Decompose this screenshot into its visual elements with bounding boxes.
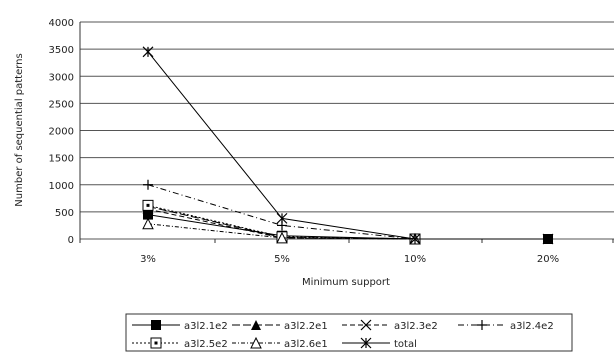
x-tick-label: 10%	[404, 254, 426, 265]
y-tick-label: 1500	[49, 154, 74, 165]
data-point-6-1	[276, 212, 288, 224]
legend-item-4: a3l2.5e2	[132, 337, 228, 350]
y-tick-label: 3000	[49, 72, 74, 83]
legend-marker-3	[477, 320, 487, 330]
legend-label: a3l2.3e2	[394, 321, 438, 332]
legend-item-0: a3l2.1e2	[132, 320, 228, 332]
legend-marker-0	[151, 320, 161, 330]
y-tick-label: 500	[55, 208, 74, 219]
legend-label: a3l2.4e2	[510, 321, 554, 332]
y-tick-label: 3500	[49, 45, 74, 56]
legend: a3l2.1e2 a3l2.2e1 a3l2.3e2 a3l2.4e2 a3l2.5e2…	[125, 313, 573, 352]
y-tick-label: 2500	[49, 99, 74, 110]
series-line-3	[147, 184, 483, 240]
y-tick-label: 1000	[49, 181, 74, 192]
data-point-6-2	[409, 233, 421, 245]
legend-label: total	[394, 339, 417, 350]
y-tick-label: 2000	[49, 127, 74, 138]
legend-item-6: total	[342, 337, 417, 350]
x-tick-label: 3%	[140, 254, 156, 265]
series-line-6	[147, 51, 548, 240]
legend-item-3: a3l2.4e2	[458, 320, 554, 332]
y-tick-label: 0	[68, 235, 74, 246]
series-line-0	[147, 214, 548, 240]
legend-label: a3l2.6e1	[284, 339, 328, 350]
plot-area: 0 500 1000 1500 2000 2500 3000 3500 4000 3% 5% 10% 2…	[49, 18, 614, 265]
y-tick-label: 4000	[49, 18, 74, 29]
data-point-6-3	[542, 233, 554, 245]
legend-item-5: a3l2.6e1	[232, 336, 328, 350]
data-point-3-0	[143, 179, 153, 190]
legend-item-2: a3l2.3e2	[342, 319, 438, 332]
x-tick-label: 20%	[537, 254, 559, 265]
legend-marker-2	[360, 319, 372, 331]
legend-item-1: a3l2.2e1	[232, 320, 328, 332]
legend-label: a3l2.2e1	[284, 321, 328, 332]
data-point-5-1	[276, 231, 288, 244]
x-tick-label: 5%	[274, 254, 290, 265]
legend-label: a3l2.5e2	[184, 339, 228, 350]
legend-marker-4	[150, 337, 162, 349]
data-point-5-0	[142, 217, 154, 230]
x-axis-label: Minimum support	[302, 277, 390, 288]
data-point-6-0	[142, 46, 154, 58]
legend-marker-5	[250, 336, 262, 349]
y-axis-label: Number of sequential patterns	[14, 53, 25, 206]
series-line-5	[147, 223, 483, 240]
legend-marker-6	[360, 337, 372, 349]
legend-marker-1	[251, 320, 261, 330]
legend-label: a3l2.1e2	[184, 321, 228, 332]
data-point-4-0	[142, 199, 154, 211]
legend-box	[125, 313, 573, 352]
data-point-0-0	[143, 209, 153, 220]
